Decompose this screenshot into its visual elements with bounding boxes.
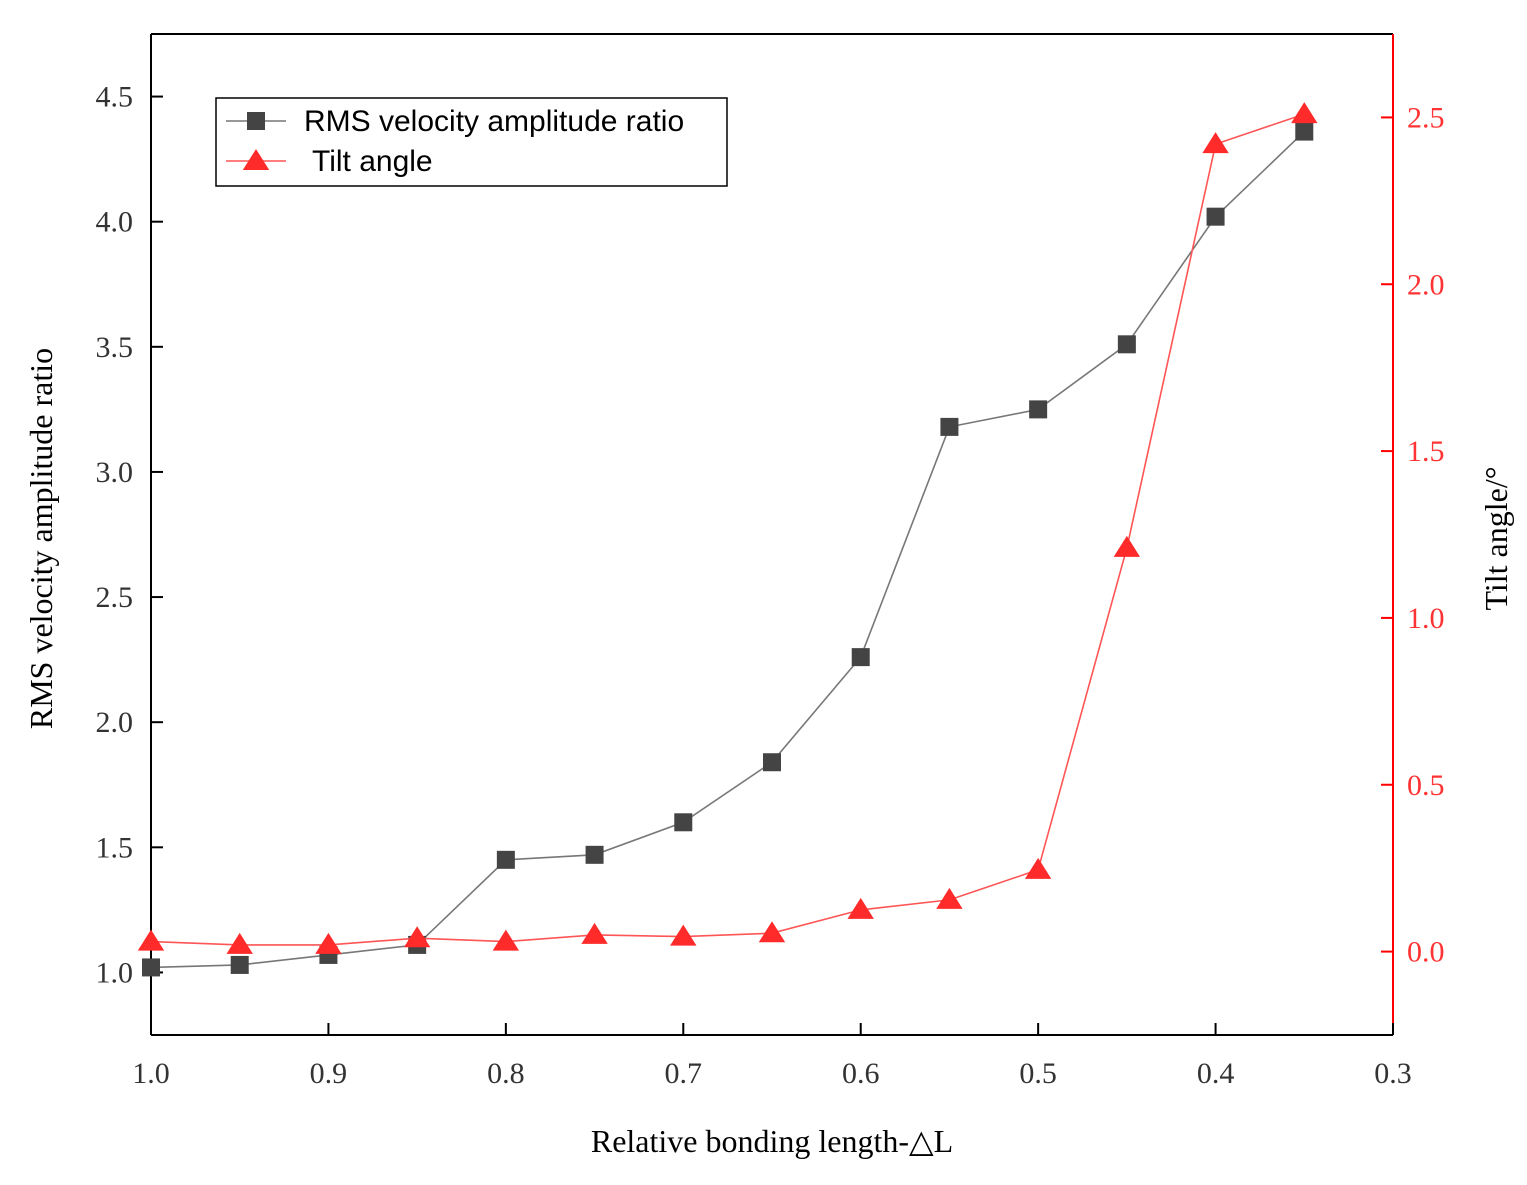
data-point-square xyxy=(496,850,515,869)
x-tick-label: 0.9 xyxy=(310,1057,348,1090)
left-y-tick-label: 3.0 xyxy=(96,456,134,489)
x-tick-label: 0.7 xyxy=(665,1057,703,1090)
x-axis-title: Relative bonding length-△L xyxy=(591,1123,953,1159)
data-point-triangle xyxy=(315,932,342,954)
data-point-triangle xyxy=(1113,535,1141,557)
data-point-square xyxy=(763,753,781,772)
x-axis: 1.0 0.9 0.8 0.7 0.6 0.5 0.4 0.3 xyxy=(132,1023,1412,1090)
data-point-triangle xyxy=(492,929,520,951)
x-tick-label: 0.3 xyxy=(1374,1057,1412,1090)
legend: RMS velocity amplitude ratio Tilt angle xyxy=(215,97,728,187)
series-layer xyxy=(137,102,1318,977)
left-y-tick-label: 4.5 xyxy=(96,81,134,114)
legend-label-tilt: Tilt angle xyxy=(312,145,433,178)
series-rms xyxy=(142,122,1314,977)
series-line xyxy=(150,113,1305,946)
data-point-square xyxy=(851,648,870,667)
data-point-square xyxy=(142,958,160,977)
right-y-axis: 0.0 0.5 1.0 1.5 2.0 2.5 xyxy=(1381,101,1445,969)
right-y-axis-title: Tilt angle/° xyxy=(1478,466,1514,610)
legend-box xyxy=(215,97,728,187)
data-point-triangle xyxy=(1024,857,1052,879)
data-point-triangle xyxy=(758,921,786,943)
data-point-triangle xyxy=(1291,102,1318,124)
data-point-triangle xyxy=(226,932,253,954)
right-y-tick-label: 1.0 xyxy=(1407,602,1445,635)
left-y-tick-label: 1.0 xyxy=(96,956,134,989)
left-y-tick-label: 2.5 xyxy=(96,581,134,614)
left-y-tick-label: 2.0 xyxy=(96,706,134,739)
data-point-triangle xyxy=(936,887,963,909)
left-y-tick-label: 3.5 xyxy=(96,331,134,364)
data-point-triangle xyxy=(403,926,431,948)
data-point-square xyxy=(1206,207,1225,226)
data-point-triangle xyxy=(847,897,874,919)
left-y-axis: 1.0 1.5 2.0 2.5 3.0 3.5 4.0 4.5 xyxy=(96,81,163,989)
data-point-square xyxy=(1117,335,1136,354)
right-y-tick-label: 2.0 xyxy=(1407,268,1445,301)
data-point-square xyxy=(585,845,604,864)
data-point-square xyxy=(1295,122,1314,141)
x-tick-label: 0.8 xyxy=(487,1057,525,1090)
right-y-tick-label: 1.5 xyxy=(1407,435,1445,468)
legend-marker-triangle xyxy=(242,149,270,170)
x-tick-label: 0.5 xyxy=(1019,1057,1057,1090)
x-tick-label: 0.4 xyxy=(1197,1057,1235,1090)
data-point-square xyxy=(674,813,693,832)
data-point-triangle xyxy=(670,924,697,946)
series-line xyxy=(150,131,1305,969)
legend-marker-square xyxy=(247,112,265,130)
series-tilt xyxy=(137,102,1318,954)
x-tick-label: 1.0 xyxy=(132,1057,170,1090)
x-tick-label: 0.6 xyxy=(842,1057,880,1090)
data-point-triangle xyxy=(581,922,608,944)
right-y-tick-label: 2.5 xyxy=(1407,101,1445,134)
left-y-axis-title: RMS velocity amplitude ratio xyxy=(23,348,59,729)
data-point-triangle xyxy=(137,929,165,951)
legend-label-rms: RMS velocity amplitude ratio xyxy=(304,105,684,138)
left-y-tick-label: 4.0 xyxy=(96,206,134,239)
axes-frame xyxy=(150,33,1394,1036)
data-point-square xyxy=(230,955,249,974)
data-point-triangle xyxy=(1202,132,1229,154)
data-point-square xyxy=(1029,400,1048,419)
right-y-tick-label: 0.0 xyxy=(1407,936,1445,969)
right-y-tick-label: 0.5 xyxy=(1407,769,1445,802)
data-point-square xyxy=(940,417,959,436)
left-y-tick-label: 1.5 xyxy=(96,831,134,864)
